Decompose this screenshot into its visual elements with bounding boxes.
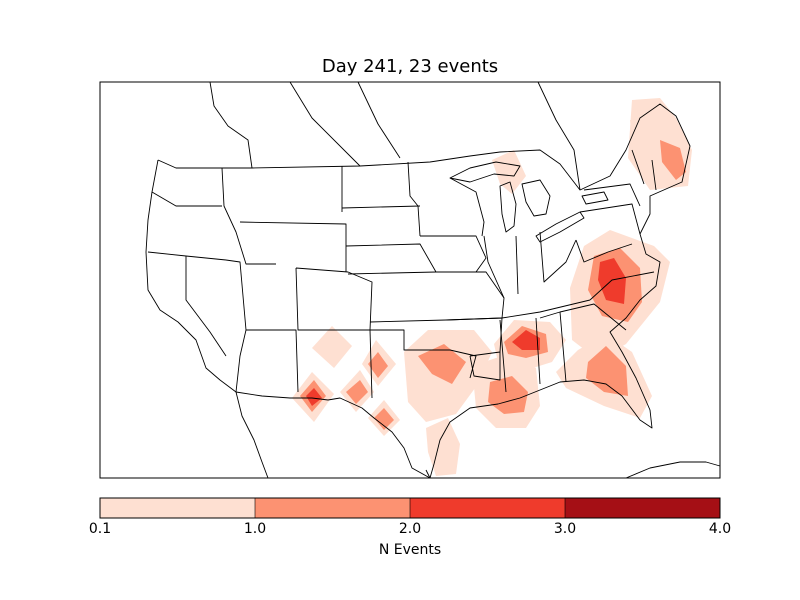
colorbar-segment-1	[255, 498, 410, 518]
border-ut-az	[246, 329, 299, 393]
canada-border-west	[209, 81, 253, 169]
cuba-outline	[625, 461, 721, 479]
border-wa-or	[151, 191, 222, 207]
lake-erie	[535, 211, 585, 243]
border-wi	[449, 177, 485, 237]
border-wy	[239, 221, 347, 272]
colorbar-segment-3	[565, 498, 720, 518]
border-oh	[539, 231, 577, 283]
border-nc-va	[589, 271, 655, 301]
canada-border-central	[289, 81, 361, 167]
border-tn-ms-al	[499, 317, 541, 393]
border-co	[295, 267, 373, 331]
border-ia	[420, 235, 487, 273]
border-mn	[407, 161, 421, 237]
border-new-england	[631, 149, 657, 191]
border-il	[483, 235, 505, 299]
event-region-central-texas-mid	[374, 408, 394, 430]
event-region-great-lakes	[492, 150, 526, 194]
colorbar	[99, 497, 721, 519]
event-region-tennessee-alabama-inner	[512, 330, 540, 350]
border-va-wv	[575, 239, 633, 263]
border-nd-sd	[341, 205, 421, 209]
colorbar-label: N Events	[378, 542, 442, 558]
colorbar-segment-2	[410, 498, 565, 518]
border-ga-sc	[559, 303, 627, 331]
canada-border-east	[537, 81, 581, 191]
colorbar-tick-0: 0.1	[88, 521, 112, 537]
lake-huron	[521, 179, 551, 217]
event-region-new-mexico-south-inner	[306, 388, 322, 406]
event-region-louisiana-mid	[488, 376, 528, 414]
border-in	[515, 235, 519, 295]
event-region-georgia-florida-mid	[586, 346, 628, 396]
canada-border-mid	[357, 81, 401, 159]
event-density-contours	[292, 98, 692, 476]
colorbar-tick-3: 3.0	[553, 521, 577, 537]
event-region-texas-panhandle-mid	[368, 352, 388, 378]
border-tx-nm	[369, 329, 373, 399]
border-sd-ne	[345, 243, 437, 273]
colorbar-tick-1: 1.0	[243, 521, 267, 537]
border-ks-ok	[369, 319, 447, 323]
border-ca-nv	[185, 256, 227, 357]
colorbar-segment-0	[100, 498, 255, 518]
border-ny	[583, 183, 641, 207]
border-ok-tx	[370, 329, 477, 379]
border-ne-ks	[347, 271, 437, 275]
border-la-ms	[469, 352, 501, 381]
border-id-mt	[221, 167, 276, 265]
event-region-carolinas-inner	[598, 258, 626, 304]
event-region-oklahoma-mid	[418, 344, 466, 384]
event-region-west-texas-mid	[346, 380, 368, 404]
mexico-coast	[235, 391, 269, 479]
lake-michigan	[499, 181, 517, 233]
map-boundaries	[145, 81, 721, 479]
map-title: Day 241, 23 events	[321, 56, 499, 77]
border-ky-tn	[501, 299, 591, 319]
us-outline	[145, 103, 691, 479]
colorbar-tick-4: 4.0	[708, 521, 732, 537]
border-pa	[579, 203, 641, 235]
event-region-northeast-mid	[660, 140, 686, 180]
mexico-gulf-coast	[425, 469, 431, 479]
event-region-new-mexico	[312, 326, 352, 368]
lake-superior	[449, 161, 521, 183]
lake-ontario	[581, 191, 609, 205]
event-region-northeast-inner	[630, 120, 646, 152]
colorbar-tick-2: 2.0	[398, 521, 422, 537]
